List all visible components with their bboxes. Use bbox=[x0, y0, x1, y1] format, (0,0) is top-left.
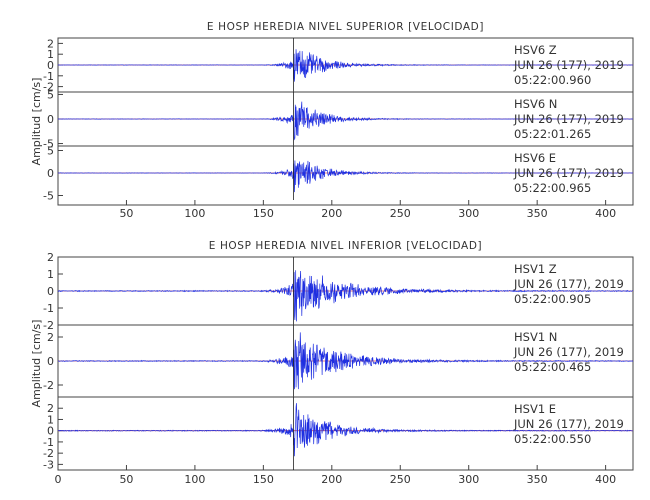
date-label: JUN 26 (177), 2019 bbox=[513, 58, 624, 72]
date-label: JUN 26 (177), 2019 bbox=[513, 417, 624, 431]
x-tick-label: 50 bbox=[119, 207, 133, 220]
x-tick-label: 250 bbox=[390, 207, 411, 220]
date-label: JUN 26 (177), 2019 bbox=[513, 345, 624, 359]
seismogram-trace bbox=[57, 403, 634, 457]
station-component-label: HSV1 Z bbox=[514, 262, 557, 276]
y-tick-label: 1 bbox=[47, 268, 54, 281]
chart-panel-2: E HOSP HEREDIA NIVEL INFERIOR [VELOCIDAD… bbox=[30, 240, 634, 486]
plot-frame bbox=[57, 256, 634, 471]
y-tick-label: 5 bbox=[47, 88, 54, 101]
y-tick-label: 0 bbox=[47, 425, 54, 438]
chart-title: E HOSP HEREDIA NIVEL INFERIOR [VELOCIDAD… bbox=[209, 240, 482, 252]
y-tick-label: 2 bbox=[47, 251, 54, 264]
plot-frame bbox=[57, 37, 634, 206]
y-tick-label: -2 bbox=[43, 319, 54, 332]
y-tick-label: 1 bbox=[47, 413, 54, 426]
time-label: 05:22:01.265 bbox=[514, 127, 591, 141]
seismogram-trace bbox=[57, 101, 634, 141]
time-label: 05:22:00.965 bbox=[514, 181, 591, 195]
station-component-label: HSV1 E bbox=[514, 402, 556, 416]
x-tick-label: 150 bbox=[253, 473, 274, 486]
time-label: 05:22:00.905 bbox=[514, 292, 591, 306]
date-label: JUN 26 (177), 2019 bbox=[513, 166, 624, 180]
seismogram-trace bbox=[57, 270, 634, 322]
seismogram-trace bbox=[57, 49, 634, 82]
x-tick-label: 400 bbox=[595, 473, 616, 486]
x-tick-label: 150 bbox=[253, 207, 274, 220]
x-tick-label: 100 bbox=[184, 473, 205, 486]
y-tick-label: 2 bbox=[47, 331, 54, 344]
y-tick-label: -1 bbox=[43, 302, 54, 315]
y-axis-label: Amplitud [cm/s] bbox=[30, 78, 43, 166]
y-tick-label: 5 bbox=[47, 145, 54, 158]
y-tick-label: 2 bbox=[47, 37, 54, 50]
x-tick-label: 400 bbox=[595, 207, 616, 220]
chart-panel-1: E HOSP HEREDIA NIVEL SUPERIOR [VELOCIDAD… bbox=[30, 21, 634, 220]
x-tick-label: 50 bbox=[119, 473, 133, 486]
seismogram-trace bbox=[57, 332, 634, 390]
x-tick-label: 0 bbox=[55, 473, 62, 486]
x-tick-label: 250 bbox=[390, 473, 411, 486]
y-tick-label: 0 bbox=[47, 285, 54, 298]
y-tick-label: -1 bbox=[43, 70, 54, 83]
y-tick-label: -5 bbox=[43, 138, 54, 151]
date-label: JUN 26 (177), 2019 bbox=[513, 112, 624, 126]
y-axis-label: Amplitud [cm/s] bbox=[30, 320, 43, 408]
station-component-label: HSV6 N bbox=[514, 97, 557, 111]
y-tick-label: 0 bbox=[47, 113, 54, 126]
chart-title: E HOSP HEREDIA NIVEL SUPERIOR [VELOCIDAD… bbox=[207, 21, 484, 33]
y-tick-label: -2 bbox=[43, 379, 54, 392]
x-tick-label: 350 bbox=[527, 207, 548, 220]
y-tick-label: -3 bbox=[43, 458, 54, 471]
station-component-label: HSV6 E bbox=[514, 151, 556, 165]
seismogram-trace bbox=[57, 160, 634, 193]
x-tick-label: 200 bbox=[321, 207, 342, 220]
x-tick-label: 350 bbox=[527, 473, 548, 486]
station-component-label: HSV6 Z bbox=[514, 43, 557, 57]
y-tick-label: 0 bbox=[47, 167, 54, 180]
x-tick-label: 300 bbox=[458, 473, 479, 486]
y-tick-label: -5 bbox=[43, 190, 54, 203]
station-component-label: HSV1 N bbox=[514, 330, 557, 344]
y-tick-label: 2 bbox=[47, 402, 54, 415]
time-label: 05:22:00.465 bbox=[514, 360, 591, 374]
date-label: JUN 26 (177), 2019 bbox=[513, 277, 624, 291]
y-tick-label: -1 bbox=[43, 436, 54, 449]
y-tick-label: 0 bbox=[47, 59, 54, 72]
time-label: 05:22:00.960 bbox=[514, 73, 591, 87]
time-label: 05:22:00.550 bbox=[514, 432, 591, 446]
y-tick-label: 0 bbox=[47, 355, 54, 368]
y-tick-label: 1 bbox=[47, 48, 54, 61]
x-tick-label: 100 bbox=[184, 207, 205, 220]
y-tick-label: -2 bbox=[43, 81, 54, 94]
x-tick-label: 300 bbox=[458, 207, 479, 220]
y-tick-label: -2 bbox=[43, 447, 54, 460]
x-tick-label: 200 bbox=[321, 473, 342, 486]
